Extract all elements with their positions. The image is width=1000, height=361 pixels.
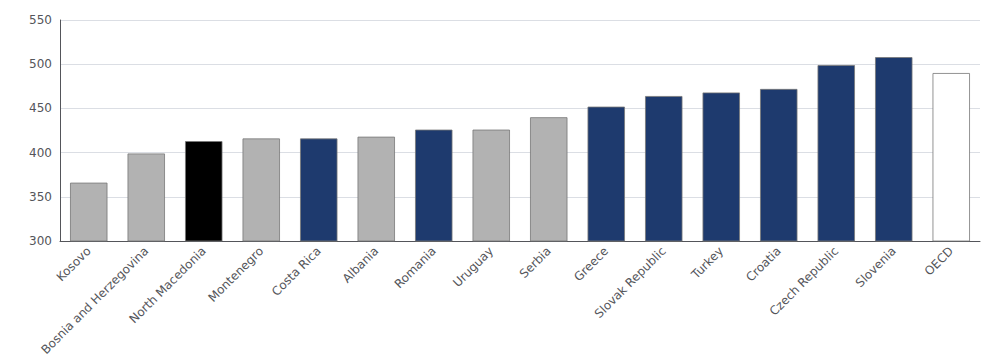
svg-text:Albania: Albania (340, 244, 382, 286)
svg-text:500: 500 (29, 57, 52, 71)
svg-text:Turkey: Turkey (688, 244, 726, 282)
svg-text:Romania: Romania (392, 244, 439, 291)
svg-text:Montenegro: Montenegro (205, 244, 266, 305)
svg-text:OECD: OECD (922, 244, 956, 278)
svg-text:450: 450 (29, 101, 52, 115)
svg-text:550: 550 (29, 13, 52, 27)
svg-text:Kosovo: Kosovo (54, 244, 94, 284)
svg-text:Greece: Greece (571, 244, 611, 284)
svg-text:Bosnia and Herzegovina: Bosnia and Herzegovina (38, 244, 151, 357)
svg-text:Croatia: Croatia (743, 244, 783, 284)
svg-text:300: 300 (29, 234, 52, 248)
svg-text:Serbia: Serbia (517, 244, 554, 281)
svg-text:Slovenia: Slovenia (853, 244, 899, 290)
svg-text:400: 400 (29, 146, 52, 160)
svg-text:Costa Rica: Costa Rica (269, 244, 324, 299)
svg-text:Czech Republic: Czech Republic (767, 244, 841, 318)
svg-text:Slovak Republic: Slovak Republic (592, 244, 669, 321)
svg-text:North Macedonia: North Macedonia (127, 244, 209, 326)
svg-text:Uruguay: Uruguay (450, 244, 496, 290)
svg-text:350: 350 (29, 190, 52, 204)
